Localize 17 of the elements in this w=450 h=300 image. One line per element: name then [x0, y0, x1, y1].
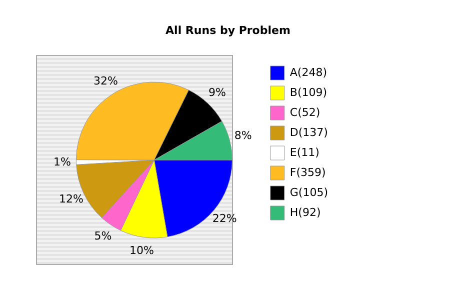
- data-label: 8%: [234, 129, 252, 142]
- data-label: 1%: [54, 155, 71, 168]
- legend-label: G(105): [290, 186, 328, 199]
- legend-label: D(137): [290, 126, 328, 139]
- data-label: 32%: [94, 74, 118, 88]
- data-label: 5%: [94, 229, 112, 242]
- legend-label: H(92): [290, 206, 321, 219]
- legend-label: E(11): [290, 146, 320, 159]
- legend-label: F(359): [290, 166, 326, 179]
- legend-label: A(248): [290, 66, 328, 79]
- legend-label: B(109): [290, 86, 328, 99]
- data-label: 10%: [129, 244, 154, 257]
- data-label: 22%: [212, 212, 237, 226]
- chart-title: All Runs by Problem: [164, 24, 292, 37]
- legend-label: C(52): [290, 106, 320, 119]
- data-label: 12%: [58, 192, 84, 206]
- data-label: 9%: [208, 86, 226, 99]
